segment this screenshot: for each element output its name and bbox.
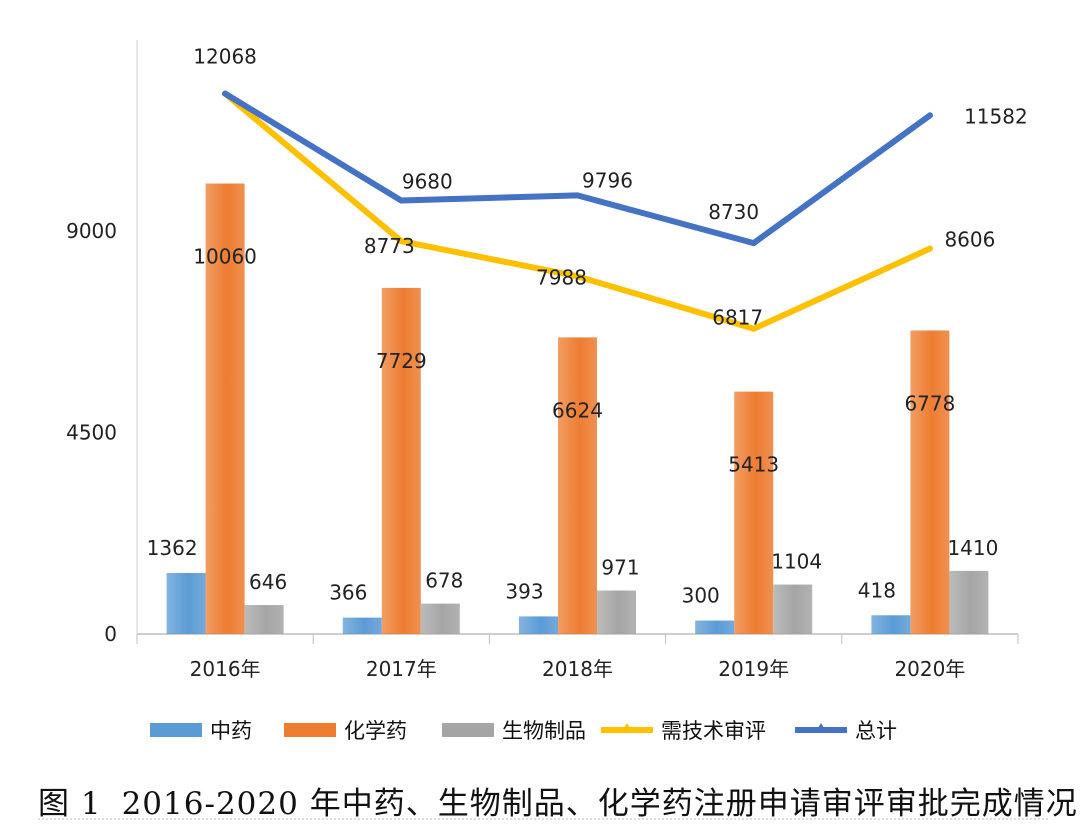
legend-label: 需技术审评: [661, 719, 766, 743]
line-data-label: 9680: [402, 170, 453, 194]
bar-data-label: 300: [682, 584, 720, 608]
bar-data-label: 971: [601, 556, 639, 580]
x-category-label: 2018年: [542, 657, 613, 681]
bar-data-label: 366: [329, 581, 367, 605]
line-data-label: 9796: [582, 168, 633, 192]
bar-shengwu: [949, 570, 989, 634]
line-point: [926, 245, 933, 252]
bar-data-label: 418: [858, 578, 896, 602]
bar-huaxueyao: [558, 337, 597, 634]
line-data-label: 7988: [536, 265, 587, 289]
bar-data-label: 1362: [147, 536, 198, 560]
y-tick-label: 4500: [66, 421, 117, 445]
legend-label: 总计: [855, 719, 897, 743]
line-data-label: 6817: [712, 306, 763, 330]
y-tick-label: 9000: [66, 219, 117, 243]
bar-data-label: 1410: [947, 536, 998, 560]
line-series-review: [222, 90, 933, 332]
line-data-label: 8773: [364, 234, 415, 258]
x-category-label: 2016年: [190, 657, 261, 681]
legend-swatch: [442, 723, 494, 737]
legend-swatch: [150, 723, 202, 737]
bar-data-label: 6778: [904, 391, 955, 415]
line-point: [222, 90, 229, 97]
legend-marker: [621, 723, 633, 733]
line-point: [926, 112, 933, 119]
legend-label: 中药: [210, 719, 252, 743]
line-data-label: 8730: [708, 200, 759, 224]
line-point: [398, 238, 405, 245]
x-category-label: 2019年: [718, 657, 789, 681]
y-tick-label: 0: [104, 622, 117, 646]
bar-zhongyao: [166, 573, 206, 634]
line-data-label: 8606: [944, 228, 995, 252]
line-data-label: 12068: [193, 45, 257, 69]
bar-shengwu: [244, 605, 284, 634]
bar-data-label: 393: [505, 579, 543, 603]
bar-huaxueyao: [910, 330, 950, 634]
bar-shengwu: [773, 584, 813, 634]
line-point: [750, 240, 757, 247]
caption-text: 2016-2020 年中药、生物制品、化学药注册申请审评审批完成情况: [121, 786, 1078, 822]
bar-huaxueyao: [205, 183, 245, 634]
legend-marker: [815, 723, 827, 733]
bar-data-label: 646: [249, 570, 287, 594]
bar-data-label: 7729: [376, 349, 427, 373]
figure-caption: 图 1 2016-2020 年中药、生物制品、化学药注册申请审评审批完成情况: [38, 778, 1077, 823]
bar-data-label: 6624: [552, 398, 603, 422]
line-point: [574, 273, 581, 280]
bar-huaxueyao: [381, 287, 421, 634]
legend-swatch: [284, 723, 336, 737]
line-series-total: [222, 90, 933, 247]
bar-data-label: 1104: [771, 550, 822, 574]
bar-shengwu: [597, 590, 636, 634]
legend-label: 化学药: [344, 719, 407, 743]
bar-data-label: 10060: [193, 245, 257, 269]
figure-label: 图 1: [38, 786, 102, 822]
bar-huaxueyao: [734, 391, 774, 634]
bar-zhongyao: [519, 616, 558, 634]
bar-shengwu: [420, 603, 460, 634]
line-point: [750, 325, 757, 332]
x-category-label: 2020年: [894, 657, 965, 681]
bar-zhongyao: [342, 617, 382, 634]
line-point: [574, 192, 581, 199]
line-point: [398, 197, 405, 204]
bar-zhongyao: [871, 615, 911, 634]
bar-data-label: 678: [425, 569, 463, 593]
cut-off-text-line: [38, 818, 1048, 832]
bar-data-label: 5413: [728, 453, 779, 477]
bar-zhongyao: [695, 620, 735, 634]
line-data-label: 11582: [964, 104, 1028, 128]
x-category-label: 2017年: [366, 657, 437, 681]
legend-label: 生物制品: [502, 719, 586, 743]
